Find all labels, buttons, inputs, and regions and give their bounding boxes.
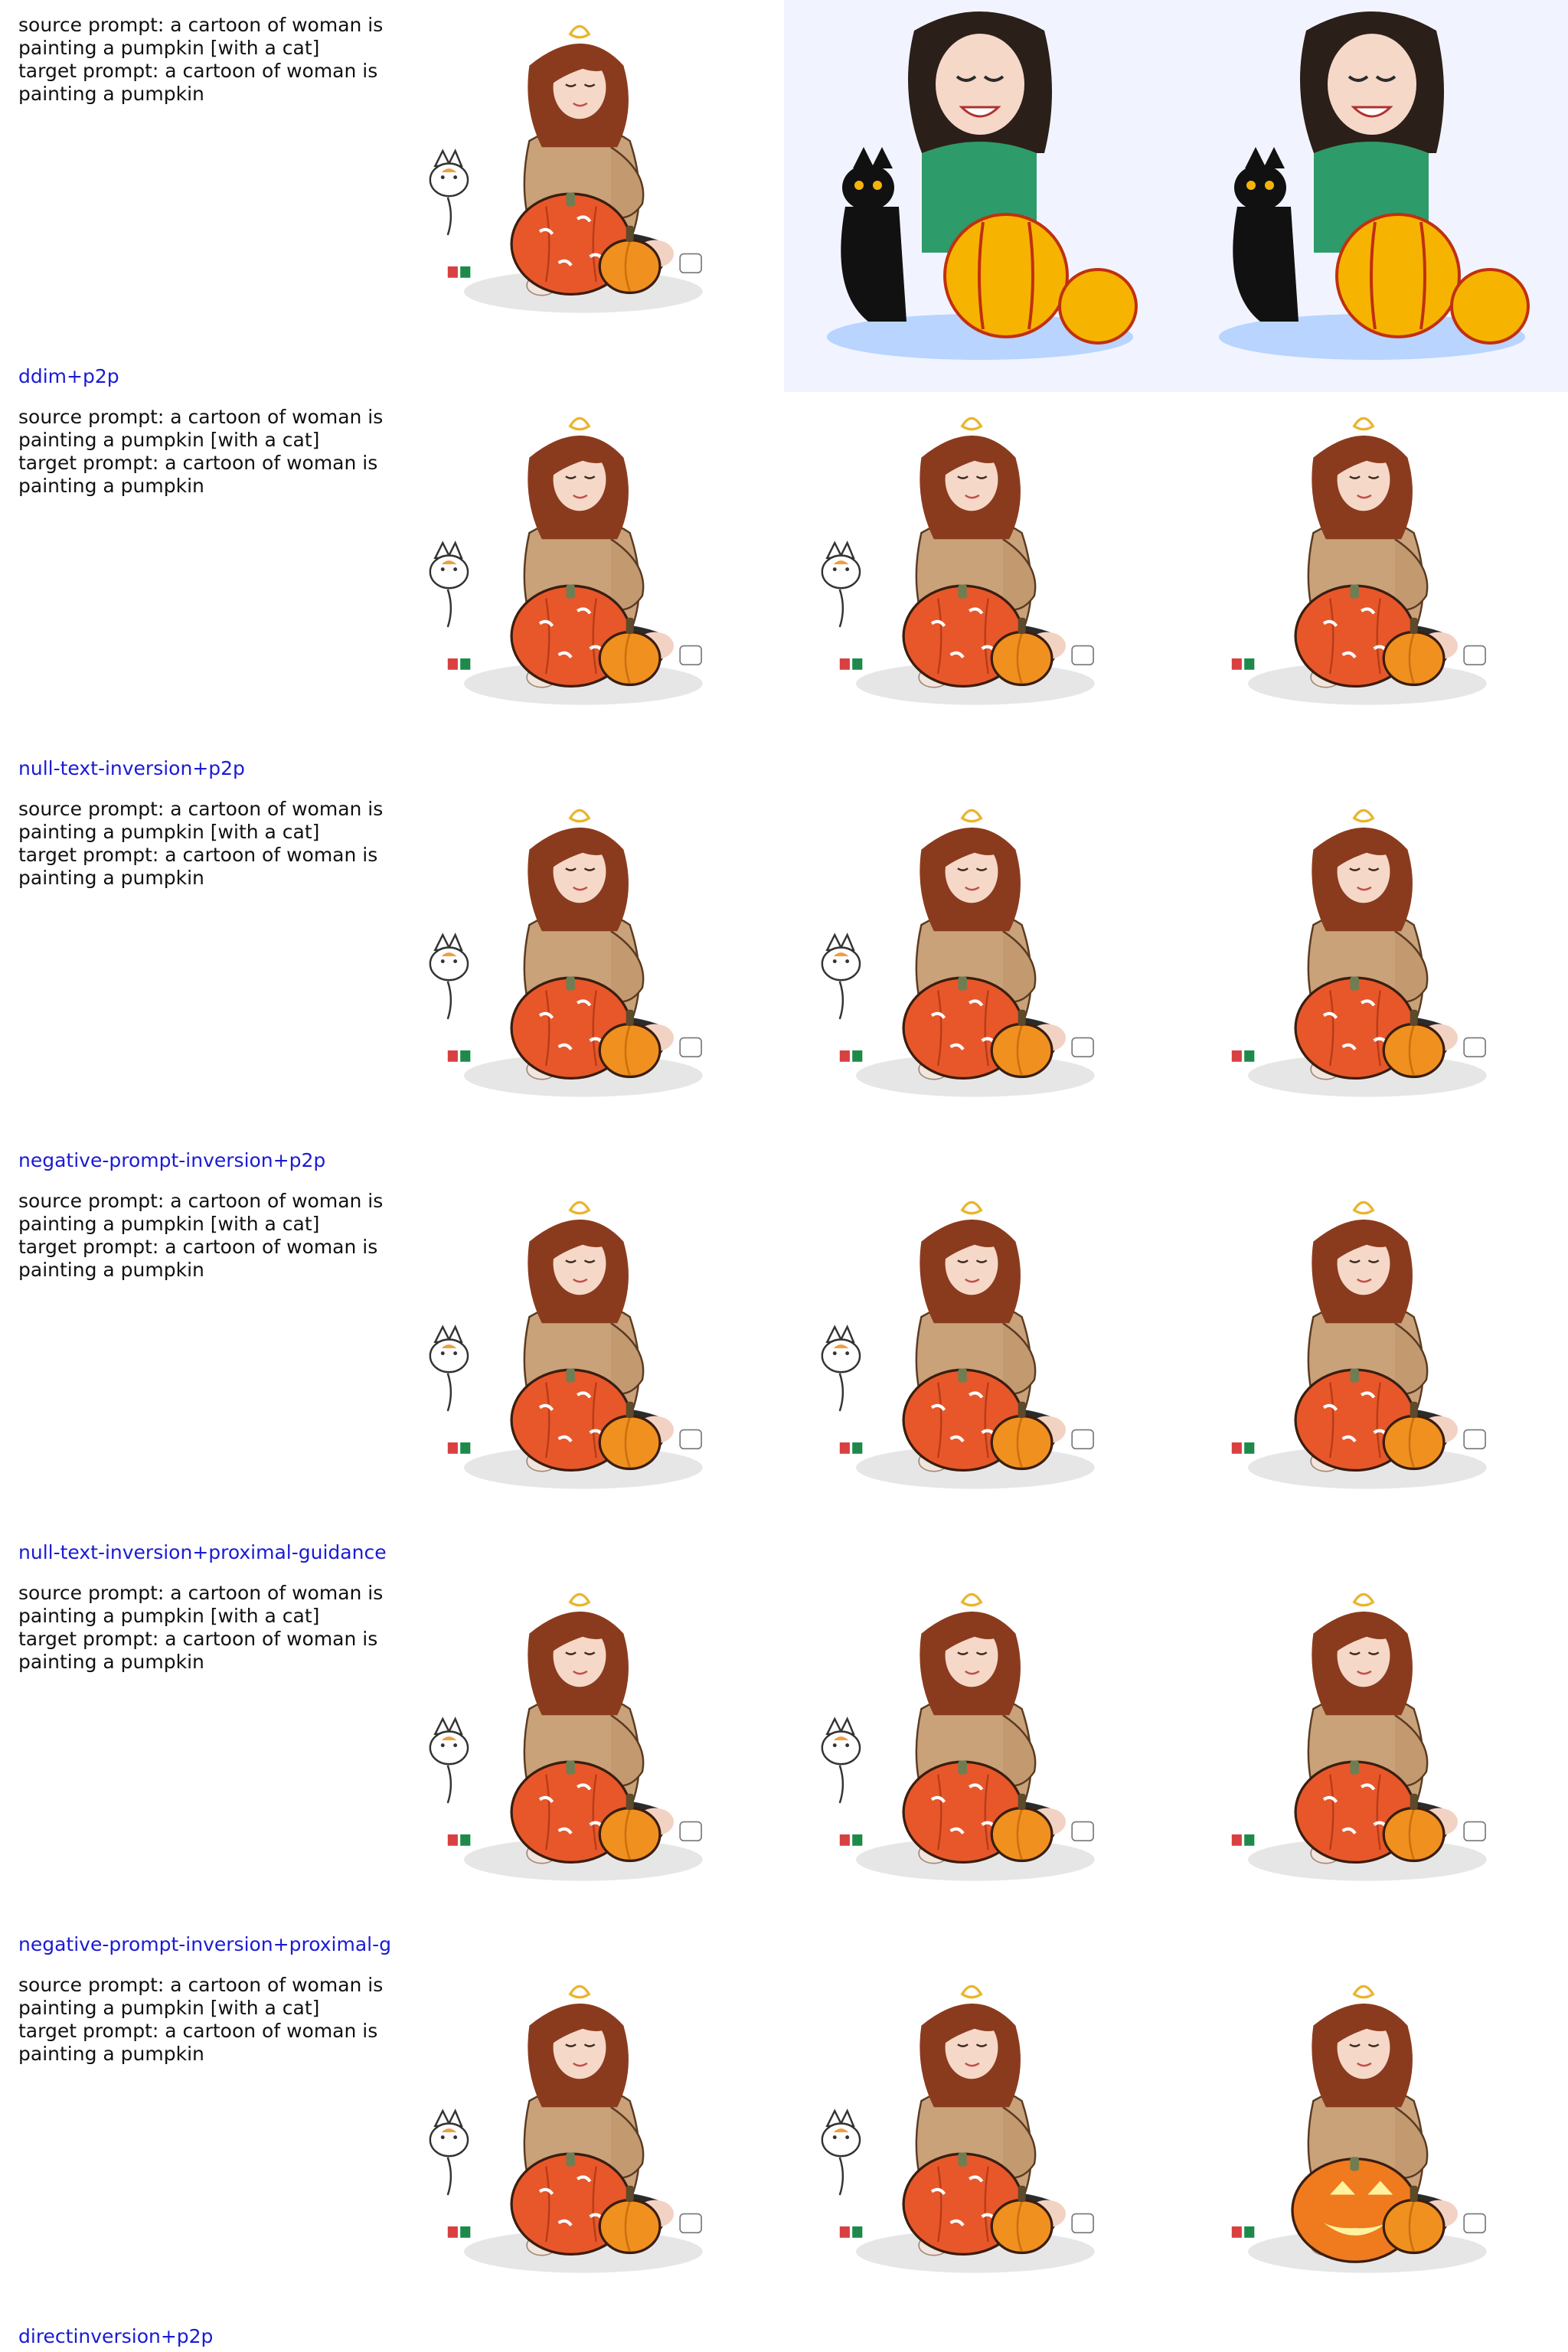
source-woman-cat-pumpkin-image [392, 784, 784, 1176]
target-prompt-line2: painting a pumpkin [18, 2043, 204, 2065]
target-prompt-line1: target prompt: a cartoon of woman is [18, 60, 378, 82]
edit-woman-pumpkin-image [1176, 1568, 1568, 1960]
target-prompt-line2: painting a pumpkin [18, 867, 204, 889]
comparison-row: source prompt: a cartoon of woman is pain… [0, 1960, 1568, 2352]
source-prompt-line1: source prompt: a cartoon of woman is [18, 14, 384, 36]
method-label: null-text-inversion+proximal-guidance [18, 1541, 387, 1563]
reconstruction-woman-cat-pumpkin-image [784, 1568, 1176, 1960]
prompt-text: source prompt: a cartoon of woman is pain… [18, 1190, 401, 1282]
source-woman-cat-pumpkin-image [392, 1960, 784, 2352]
prompt-text: source prompt: a cartoon of woman is pain… [18, 14, 401, 106]
source-woman-cat-pumpkin-image [392, 0, 784, 392]
target-prompt-line1: target prompt: a cartoon of woman is [18, 2020, 378, 2042]
source-prompt-line1: source prompt: a cartoon of woman is [18, 1974, 384, 1996]
source-woman-cat-pumpkin-image [392, 392, 784, 784]
comparison-row: source prompt: a cartoon of woman is pain… [0, 1176, 1568, 1568]
edit-green-sweater-black-cat-image [1176, 0, 1568, 392]
reconstruction-green-sweater-black-cat-image [784, 0, 1176, 392]
comparison-row: source prompt: a cartoon of woman is pain… [0, 784, 1568, 1176]
source-woman-cat-pumpkin-image [392, 1176, 784, 1568]
source-prompt-line1: source prompt: a cartoon of woman is [18, 1190, 384, 1212]
method-label: negative-prompt-inversion+p2p [18, 1149, 326, 1171]
target-prompt-line1: target prompt: a cartoon of woman is [18, 452, 378, 474]
edit-woman-pumpkin-image [1176, 1176, 1568, 1568]
prompt-text: source prompt: a cartoon of woman is pain… [18, 1582, 401, 1674]
method-label: negative-prompt-inversion+proximal-g [18, 1933, 391, 1955]
source-prompt-line1: source prompt: a cartoon of woman is [18, 1582, 384, 1604]
method-label: directinversion+p2p [18, 2325, 214, 2347]
edit-woman-jack-o-lantern-image [1176, 1960, 1568, 2352]
reconstruction-woman-cat-pumpkin-image [784, 784, 1176, 1176]
prompt-text: source prompt: a cartoon of woman is pain… [18, 798, 401, 890]
comparison-row: source prompt: a cartoon of woman is pain… [0, 0, 1568, 392]
comparison-row: source prompt: a cartoon of woman is pain… [0, 1568, 1568, 1960]
comparison-row: source prompt: a cartoon of woman is pain… [0, 392, 1568, 784]
edit-woman-pumpkin-image [1176, 392, 1568, 784]
source-prompt-line2: painting a pumpkin [with a cat] [18, 37, 320, 59]
edit-woman-pumpkin-image [1176, 784, 1568, 1176]
source-prompt-line2: painting a pumpkin [with a cat] [18, 821, 320, 843]
source-woman-cat-pumpkin-image [392, 1568, 784, 1960]
reconstruction-woman-cat-pumpkin-image [784, 1960, 1176, 2352]
source-prompt-line2: painting a pumpkin [with a cat] [18, 1213, 320, 1235]
reconstruction-woman-cat-pumpkin-image [784, 1176, 1176, 1568]
target-prompt-line1: target prompt: a cartoon of woman is [18, 1628, 378, 1650]
target-prompt-line2: painting a pumpkin [18, 83, 204, 105]
method-label: null-text-inversion+p2p [18, 757, 245, 779]
target-prompt-line1: target prompt: a cartoon of woman is [18, 1236, 378, 1258]
source-prompt-line2: painting a pumpkin [with a cat] [18, 1605, 320, 1627]
source-prompt-line2: painting a pumpkin [with a cat] [18, 429, 320, 451]
source-prompt-line1: source prompt: a cartoon of woman is [18, 798, 384, 820]
target-prompt-line2: painting a pumpkin [18, 1259, 204, 1281]
source-prompt-line2: painting a pumpkin [with a cat] [18, 1997, 320, 2019]
target-prompt-line2: painting a pumpkin [18, 475, 204, 497]
reconstruction-woman-cat-pumpkin-image [784, 392, 1176, 784]
target-prompt-line2: painting a pumpkin [18, 1651, 204, 1673]
target-prompt-line1: target prompt: a cartoon of woman is [18, 844, 378, 866]
source-prompt-line1: source prompt: a cartoon of woman is [18, 406, 384, 428]
prompt-text: source prompt: a cartoon of woman is pain… [18, 1974, 401, 2066]
method-label: ddim+p2p [18, 365, 119, 387]
prompt-text: source prompt: a cartoon of woman is pain… [18, 406, 401, 498]
